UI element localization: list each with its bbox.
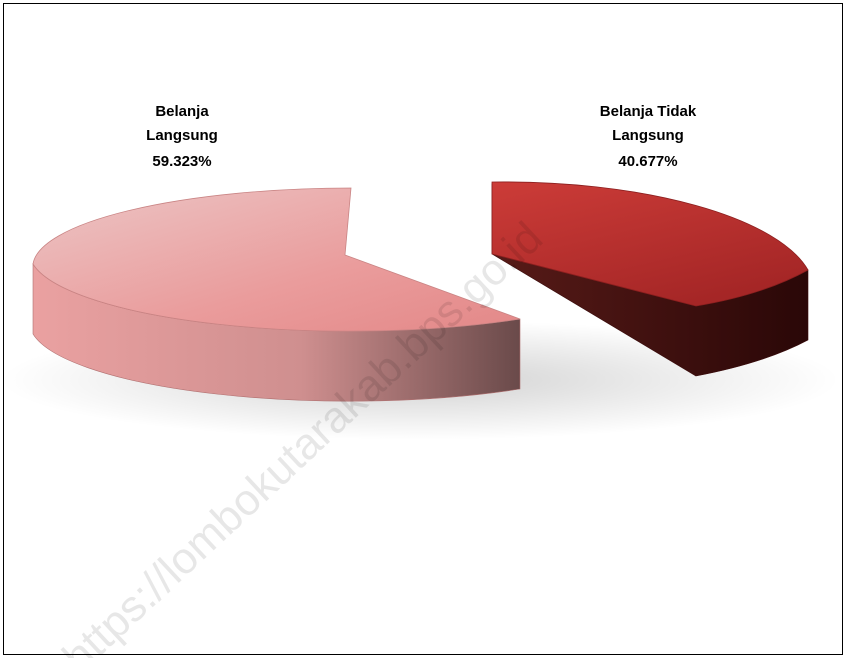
label-belanja-langsung-line1: Belanja xyxy=(155,103,209,120)
label-belanja-tidak-langsung-percent: 40.677% xyxy=(618,153,677,170)
slice-belanja-tidak-langsung xyxy=(491,181,809,307)
label-belanja-tidak-langsung-line1: Belanja Tidak xyxy=(600,103,697,120)
slice-belanja-langsung xyxy=(32,187,521,332)
label-belanja-langsung-line2: Langsung xyxy=(146,127,218,144)
label-belanja-tidak-langsung-line2: Langsung xyxy=(612,127,684,144)
label-belanja-langsung-percent: 59.323% xyxy=(152,153,211,170)
